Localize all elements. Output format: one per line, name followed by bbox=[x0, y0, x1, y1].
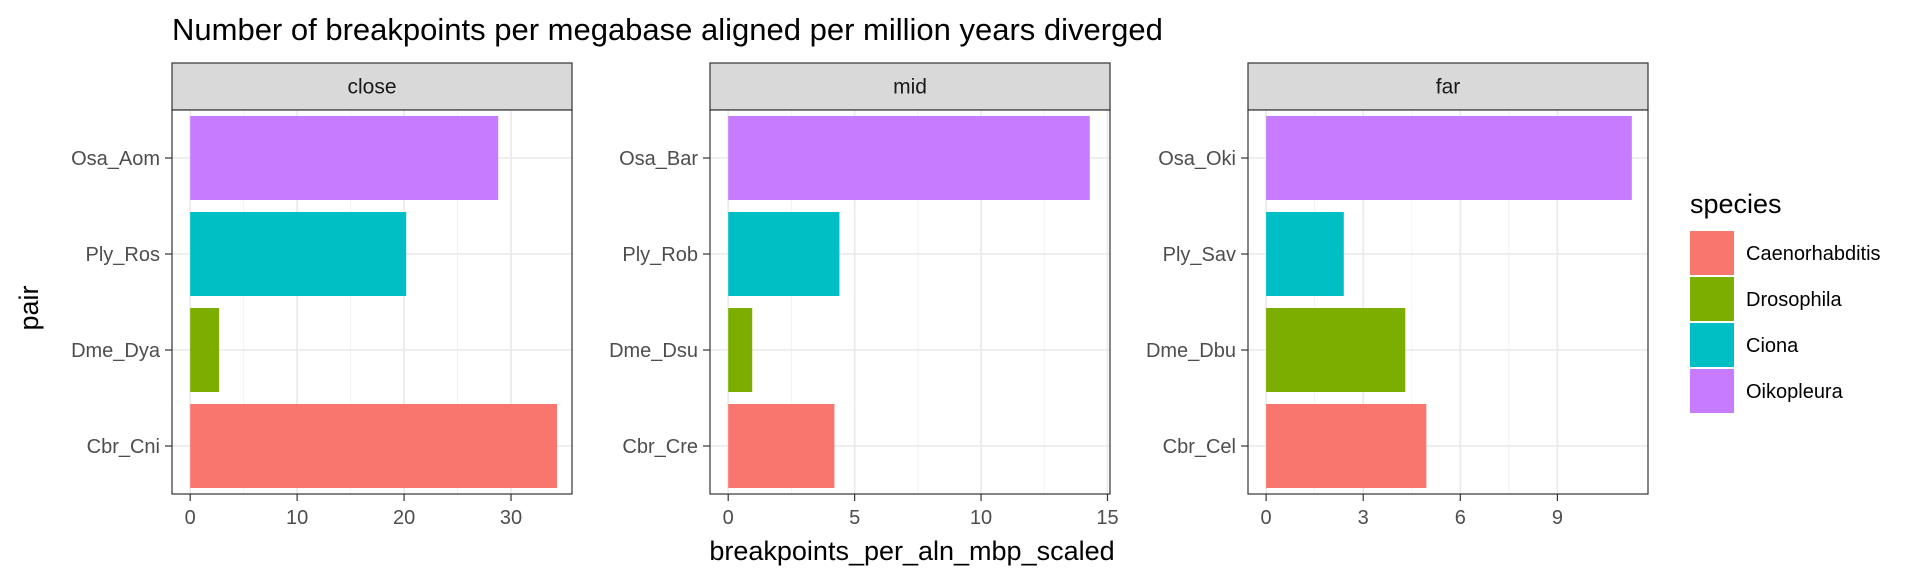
x-tick-label: 20 bbox=[393, 507, 415, 529]
facet-strip bbox=[1247, 62, 1649, 111]
legend: Caenorhabditis Drosophila Ciona Oikopleura bbox=[1690, 231, 1881, 413]
y-tick-label: Osa_Aom bbox=[71, 148, 160, 170]
panel-mid: mid Osa_Bar Ply_Rob Dme_Dsu Cbr_Cre 0 5 10 15 bbox=[609, 62, 1119, 529]
y-axis-title: pair bbox=[14, 285, 44, 330]
y-tick-label: Ply_Rob bbox=[622, 244, 698, 266]
bar-Ply_Sav bbox=[1266, 212, 1344, 296]
y-tick-label: Osa_Bar bbox=[619, 148, 698, 170]
y-tick-label: Dme_Dsu bbox=[609, 340, 698, 362]
bar-Ply_Rob bbox=[728, 212, 840, 296]
y-tick-label: Cbr_Cel bbox=[1163, 436, 1236, 458]
legend-key-oikopleura bbox=[1690, 369, 1734, 413]
bar-Osa_Aom bbox=[190, 116, 499, 200]
bar-Cbr_Cel bbox=[1266, 404, 1427, 488]
x-tick-label: 15 bbox=[1096, 507, 1118, 529]
x-tick-label: 6 bbox=[1455, 507, 1466, 529]
bar-Cbr_Cre bbox=[728, 404, 835, 488]
bar-Dme_Dbu bbox=[1266, 308, 1406, 392]
legend-label: Oikopleura bbox=[1746, 381, 1844, 403]
x-axis-title: breakpoints_per_aln_mbp_scaled bbox=[709, 536, 1114, 566]
legend-key-drosophila bbox=[1690, 277, 1734, 321]
y-tick-label: Ply_Sav bbox=[1163, 244, 1236, 266]
bar-Osa_Bar bbox=[728, 116, 1090, 200]
panel-border bbox=[171, 109, 573, 495]
x-tick-label: 10 bbox=[970, 507, 992, 529]
y-tick-label: Dme_Dya bbox=[71, 340, 161, 362]
panel-far: far Osa_Oki Ply_Sav Dme_Dbu Cbr_Cel 0 3 6 9 bbox=[1146, 62, 1649, 529]
x-tick-label: 9 bbox=[1552, 507, 1563, 529]
bar-Osa_Oki bbox=[1266, 116, 1632, 200]
legend-label: Drosophila bbox=[1746, 289, 1842, 311]
bar-Cbr_Cni bbox=[190, 404, 558, 488]
y-tick-label: Osa_Oki bbox=[1158, 148, 1236, 170]
legend-label: Ciona bbox=[1746, 335, 1799, 357]
x-tick-label: 0 bbox=[185, 507, 196, 529]
facet-strip-label: mid bbox=[893, 76, 927, 99]
panel-border bbox=[709, 109, 1111, 495]
legend-label: Caenorhabditis bbox=[1746, 243, 1881, 265]
x-tick-label: 30 bbox=[500, 507, 522, 529]
x-tick-label: 5 bbox=[849, 507, 860, 529]
y-tick-label: Ply_Ros bbox=[86, 244, 160, 266]
y-tick-label: Cbr_Cre bbox=[622, 436, 698, 458]
bar-Dme_Dsu bbox=[728, 308, 753, 392]
facet-strip-label: far bbox=[1436, 76, 1461, 99]
x-tick-label: 3 bbox=[1358, 507, 1369, 529]
x-tick-label: 0 bbox=[723, 507, 734, 529]
bar-Ply_Ros bbox=[190, 212, 407, 296]
panel-border bbox=[1247, 109, 1649, 495]
y-tick-label: Cbr_Cni bbox=[87, 436, 160, 458]
legend-key-caenorhabditis bbox=[1690, 231, 1734, 275]
x-tick-label: 10 bbox=[286, 507, 308, 529]
legend-key-ciona bbox=[1690, 323, 1734, 367]
facet-strip bbox=[709, 62, 1111, 111]
y-tick-label: Dme_Dbu bbox=[1146, 340, 1236, 362]
bar-Dme_Dya bbox=[190, 308, 220, 392]
panel-close: close Osa_Aom Ply_Ros Dme_Dya Cbr_Cni 0 10 20 30 bbox=[71, 62, 573, 529]
chart-title: Number of breakpoints per megabase align… bbox=[172, 12, 1163, 47]
legend-title: species bbox=[1690, 189, 1782, 219]
facet-strip bbox=[171, 62, 573, 111]
facet-strip-label: close bbox=[347, 76, 396, 99]
x-tick-label: 0 bbox=[1261, 507, 1272, 529]
